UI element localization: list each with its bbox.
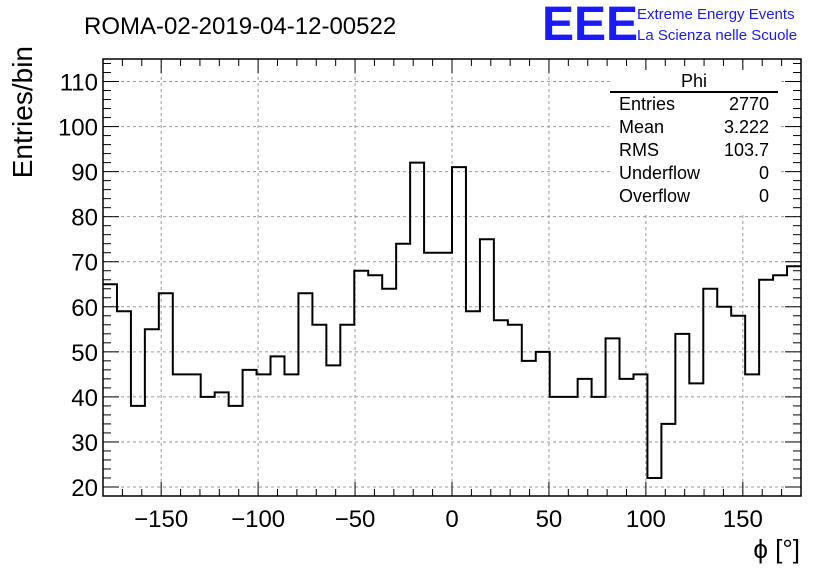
x-tick-label: 150 xyxy=(723,506,763,533)
stats-label: Entries xyxy=(619,94,675,114)
x-tick-labels: −150 −100 −50 0 50 100 150 xyxy=(134,506,763,533)
y-axis-label: Entries/bin xyxy=(7,46,38,178)
stats-value: 2770 xyxy=(729,94,769,114)
x-axis-label: ϕ [°] xyxy=(753,534,800,564)
y-tick-label: 110 xyxy=(60,70,98,97)
y-tick-label: 40 xyxy=(71,385,98,412)
stats-value: 103.7 xyxy=(724,140,769,160)
axis-ticks xyxy=(102,59,802,496)
stats-label: Mean xyxy=(619,117,664,137)
x-tick-label: −150 xyxy=(134,506,188,533)
y-tick-label: 50 xyxy=(71,340,98,367)
y-tick-labels: 20 30 40 50 60 70 80 90 100 110 xyxy=(58,70,98,502)
stats-box-title: Phi xyxy=(681,71,707,91)
y-tick-label: 100 xyxy=(58,115,98,142)
y-tick-label: 30 xyxy=(71,430,98,457)
x-tick-label: 50 xyxy=(536,506,563,533)
y-tick-label: 80 xyxy=(71,205,98,232)
stats-value: 0 xyxy=(759,163,769,183)
logo-caption-line1: Extreme Energy Events xyxy=(637,6,795,23)
stats-value: 3.222 xyxy=(724,117,769,137)
stats-label: RMS xyxy=(619,140,659,160)
y-tick-label: 60 xyxy=(71,295,98,322)
logo-caption-line2: La Scienza nelle Scuole xyxy=(637,27,797,44)
y-tick-label: 20 xyxy=(71,475,98,502)
stats-value: 0 xyxy=(759,186,769,206)
plot-frame xyxy=(102,58,802,497)
stats-label: Overflow xyxy=(619,186,691,206)
stats-box: Phi Entries 2770 Mean 3.222 RMS 103.7 Underflo… xyxy=(610,70,778,212)
histogram-series xyxy=(103,161,801,479)
x-tick-label: −50 xyxy=(335,506,376,533)
chart-title: ROMA-02-2019-04-12-00522 xyxy=(84,13,396,40)
stats-box-background xyxy=(610,70,778,212)
y-tick-label: 70 xyxy=(71,250,98,277)
x-tick-label: 100 xyxy=(626,506,666,533)
x-tick-label: 0 xyxy=(445,506,458,533)
y-tick-label: 90 xyxy=(71,160,98,187)
eee-logo: EEE xyxy=(542,0,638,51)
stats-rows: Entries 2770 Mean 3.222 RMS 103.7 Underflow 0 Ov… xyxy=(619,94,769,206)
x-tick-label: −100 xyxy=(231,506,285,533)
stats-label: Underflow xyxy=(619,163,701,183)
